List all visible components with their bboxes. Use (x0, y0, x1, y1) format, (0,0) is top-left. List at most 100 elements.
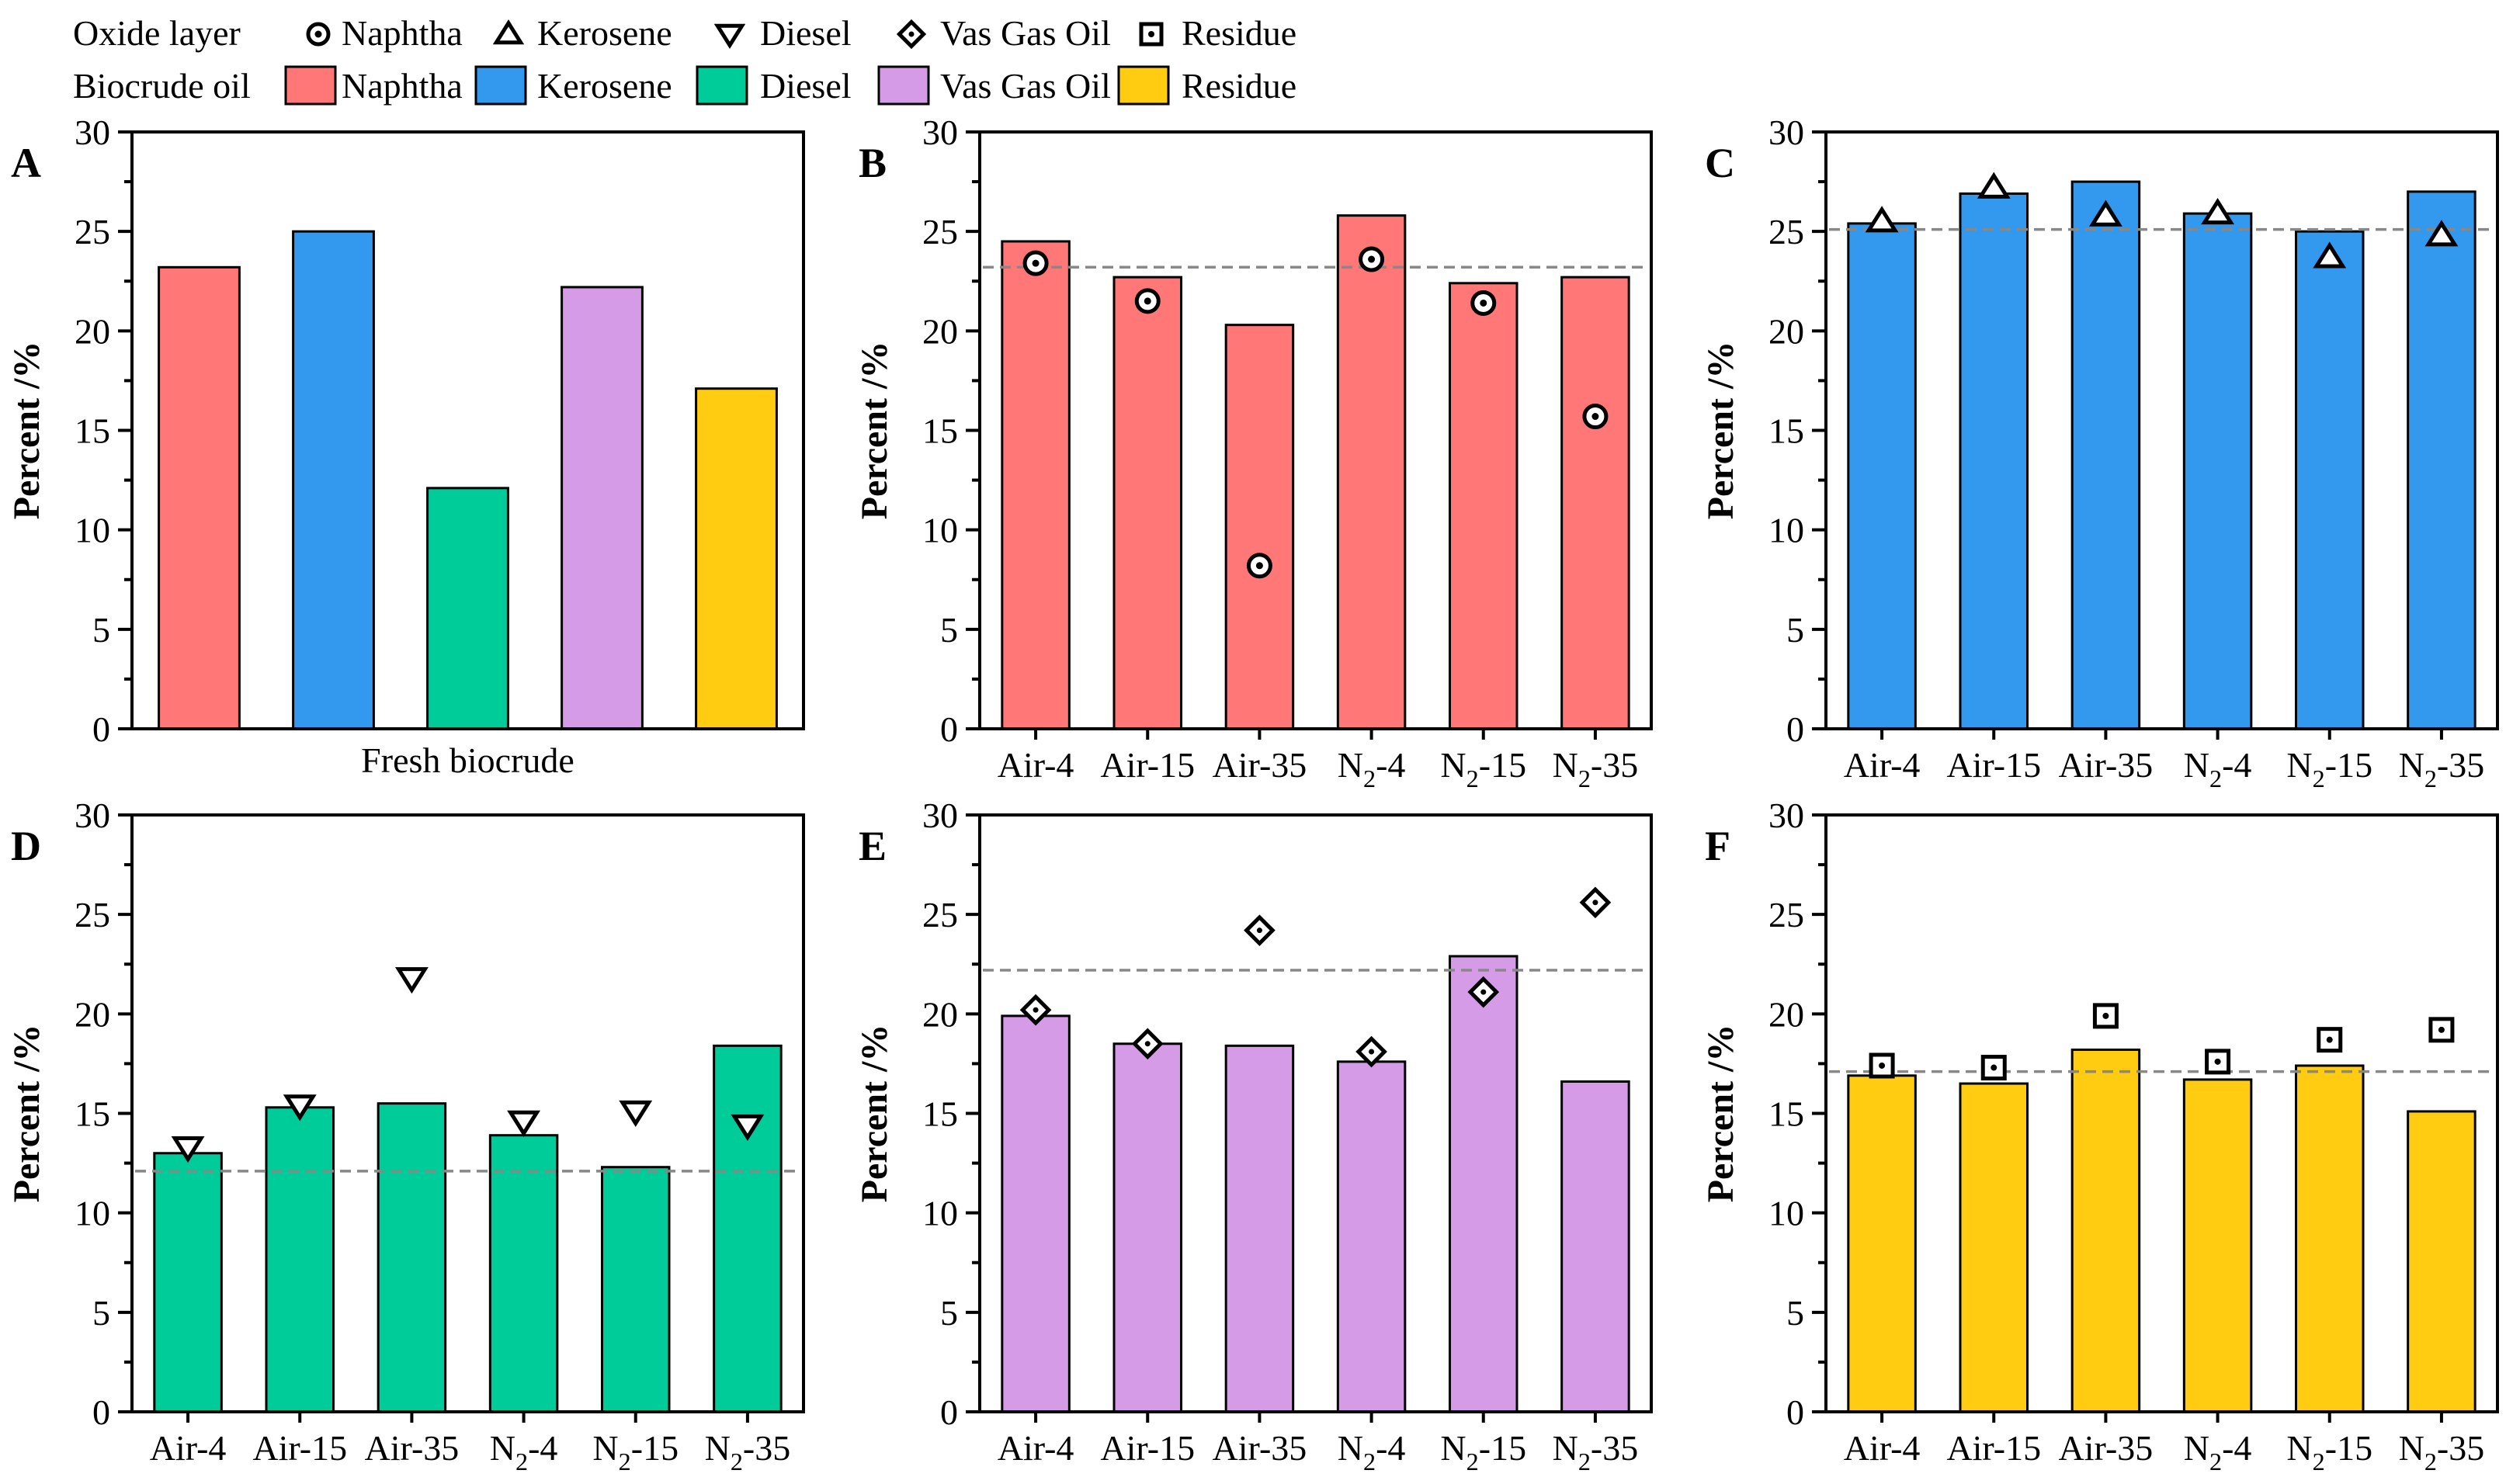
y-tick-label: 10 (1768, 511, 1804, 550)
marker-air-35 (2092, 1003, 2119, 1029)
y-tick-label: 20 (1768, 311, 1804, 351)
marker-n2-4 (1359, 246, 1385, 272)
bar-residue (695, 387, 778, 730)
legend-oxide-kerosene: Kerosene (537, 13, 672, 53)
bar-n2-35 (1560, 1080, 1630, 1413)
panels: A 0 5 10 15 20 25 30 Percent /% Fresh biocrude B 0 5… (6, 113, 2499, 1475)
bar-n2-15 (1449, 282, 1519, 730)
marker-n2-4 (1355, 1035, 1387, 1068)
marker-air-15 (283, 1094, 317, 1122)
marker-n2-15 (2313, 241, 2347, 269)
x-tick-label: N2-15 (2286, 745, 2372, 792)
marker-n2-15 (619, 1100, 653, 1128)
x-tick-label: Air-35 (1213, 745, 1307, 785)
y-tick-label: 5 (940, 1293, 958, 1333)
x-tick-label: N2-15 (1440, 1428, 1526, 1475)
marker-air-35 (2088, 199, 2122, 227)
x-tick-label: Air-35 (1213, 1428, 1307, 1468)
legend-biocrude-kerosene: Kerosene (537, 66, 672, 106)
y-tick-label: 15 (922, 411, 958, 451)
y-axis-label: Percent /% (854, 342, 895, 520)
legend-oxide-vas-gas-oil: Vas Gas Oil (940, 13, 1111, 53)
bar-air-35 (1224, 1044, 1295, 1413)
bar-n2-15 (2295, 230, 2365, 730)
bar-vas-gas-oil (561, 286, 644, 730)
legend-swatch-diesel (696, 65, 748, 106)
bar-air-35 (377, 1102, 447, 1413)
x-tick-label: N2-4 (1338, 1428, 1406, 1475)
bar-n2-4 (2182, 1078, 2253, 1413)
plot-frame (130, 813, 805, 1413)
legend-marker-kerosene (492, 19, 525, 45)
panel-c: C 0 5 10 15 20 25 30 Percent /% Air-4 Air-15 Air-35… (1700, 113, 2499, 792)
bar-n2-15 (2295, 1064, 2365, 1413)
y-tick-label: 0 (940, 709, 958, 749)
y-tick-label: 15 (75, 1094, 110, 1134)
marker-n2-4 (2205, 1049, 2231, 1075)
legend-marker-vas-gas-oil (896, 19, 927, 50)
y-tick-label: 30 (75, 113, 110, 152)
y-tick-label: 5 (1786, 1293, 1804, 1333)
legend-oxide-layer-label: Oxide layer (73, 13, 241, 53)
marker-n2-15 (1470, 290, 1497, 316)
y-tick-label: 0 (1786, 709, 1804, 749)
bar-air-35 (1224, 324, 1295, 730)
x-tick-label: Air-15 (1100, 745, 1195, 785)
bar-air-15 (1112, 1042, 1182, 1413)
y-tick-label: 10 (1768, 1194, 1804, 1233)
y-tick-label: 20 (1768, 994, 1804, 1034)
y-tick-label: 10 (75, 1194, 110, 1233)
panel-d: D 0 5 10 15 20 25 30 Percent /% Air-4 Air-15 Air-35… (6, 796, 805, 1475)
panel-letter: C (1705, 140, 1735, 186)
marker-air-4 (1019, 993, 1052, 1026)
panel-a: A 0 5 10 15 20 25 30 Percent /% Fresh biocrude (6, 113, 805, 780)
marker-n2-15 (2317, 1027, 2343, 1053)
y-tick-label: 25 (1768, 895, 1804, 934)
y-tick-label: 5 (92, 1293, 110, 1333)
y-tick-label: 25 (922, 212, 958, 251)
legend-swatch-residue (1117, 65, 1170, 106)
y-tick-label: 15 (922, 1094, 958, 1134)
bar-air-35 (2070, 1048, 2141, 1413)
legend-biocrude-vas-gas-oil: Vas Gas Oil (940, 66, 1111, 106)
bar-n2-35 (2407, 1110, 2476, 1413)
y-tick-label: 10 (922, 1194, 958, 1233)
marker-air-35 (394, 967, 429, 994)
x-axis-label: Fresh biocrude (361, 740, 574, 780)
y-tick-label: 0 (92, 709, 110, 749)
marker-air-35 (1244, 914, 1276, 947)
x-tick-label: Air-15 (1100, 1428, 1195, 1468)
bar-air-15 (1112, 276, 1182, 730)
y-tick-label: 20 (922, 994, 958, 1034)
bar-air-4 (1847, 1074, 1917, 1413)
panel-e: E 0 5 10 15 20 25 30 Percent /% Air-4 Air-15 Air-35… (854, 796, 1653, 1475)
legend-oxide-residue: Residue (1182, 13, 1296, 53)
bar-n2-4 (488, 1134, 559, 1413)
marker-air-35 (1246, 553, 1272, 579)
bar-air-4 (1001, 1014, 1071, 1413)
x-tick-label: N2-35 (1553, 1428, 1639, 1475)
x-tick-label: Air-4 (998, 1428, 1074, 1468)
bar-n2-4 (1336, 214, 1407, 730)
y-tick-label: 0 (92, 1392, 110, 1432)
bar-n2-35 (1560, 276, 1630, 730)
bar-air-15 (265, 1106, 335, 1413)
y-axis-label: Percent /% (6, 1025, 47, 1203)
marker-air-15 (1980, 1055, 2007, 1081)
y-tick-label: 0 (1786, 1392, 1804, 1432)
marker-air-4 (1022, 250, 1049, 276)
x-tick-label: Air-35 (365, 1428, 460, 1468)
y-tick-label: 15 (1768, 411, 1804, 451)
y-axis-label: Percent /% (6, 342, 47, 520)
plot-frame (978, 130, 1653, 730)
bar-air-4 (1001, 240, 1071, 730)
x-tick-label: N2-15 (592, 1428, 679, 1475)
x-tick-label: Air-4 (150, 1428, 227, 1468)
x-tick-label: Air-4 (1844, 745, 1921, 785)
bar-naphtha (158, 265, 241, 730)
x-tick-label: N2-35 (2399, 745, 2485, 792)
legend-swatch-kerosene (474, 65, 527, 106)
legend-marker-diesel (713, 23, 746, 49)
x-tick-label: Air-15 (252, 1428, 347, 1468)
y-tick-label: 10 (75, 511, 110, 550)
